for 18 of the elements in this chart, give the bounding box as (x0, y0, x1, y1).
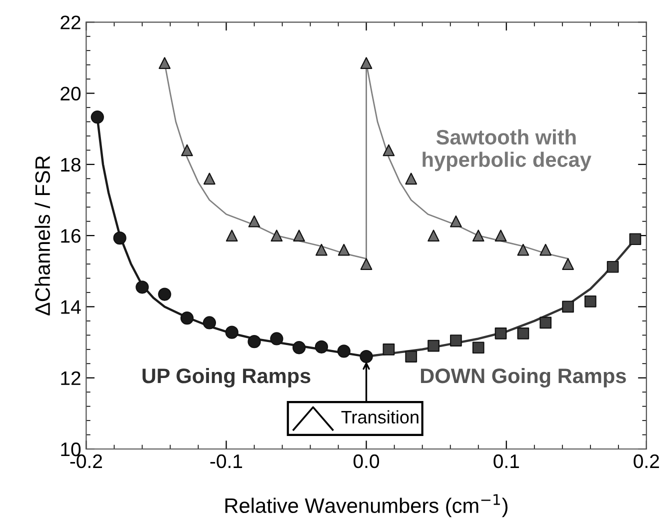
y-tick-label: 20 (60, 86, 81, 101)
annotation: DOWN Going Ramps (420, 368, 626, 388)
x-tick-label: -0.1 (210, 454, 242, 468)
y-tick-label: 10 (61, 442, 81, 456)
y-tick-label: 16 (61, 229, 80, 243)
x-tick-label: -0.2 (70, 454, 102, 468)
y-tick-label: 22 (60, 16, 80, 30)
x-tick-label: 0.2 (634, 454, 659, 468)
x-tick-label: 0.1 (494, 454, 519, 468)
y-tick-label: 14 (61, 300, 81, 314)
x-axis-title: Relative Wavenumbers (cm$^{−1}$) (225, 494, 508, 518)
annotation: UP Going Ramps (142, 368, 310, 388)
y-tick-label: 18 (61, 158, 80, 172)
annotation: Transition (341, 410, 418, 424)
y-axis-title: ΔChannels / FSR (34, 156, 50, 316)
x-tick-label: 0.0 (354, 454, 380, 468)
y-tick-label: 12 (61, 371, 80, 385)
annotation: Sawtooth with hyperbolic decay (422, 129, 592, 172)
